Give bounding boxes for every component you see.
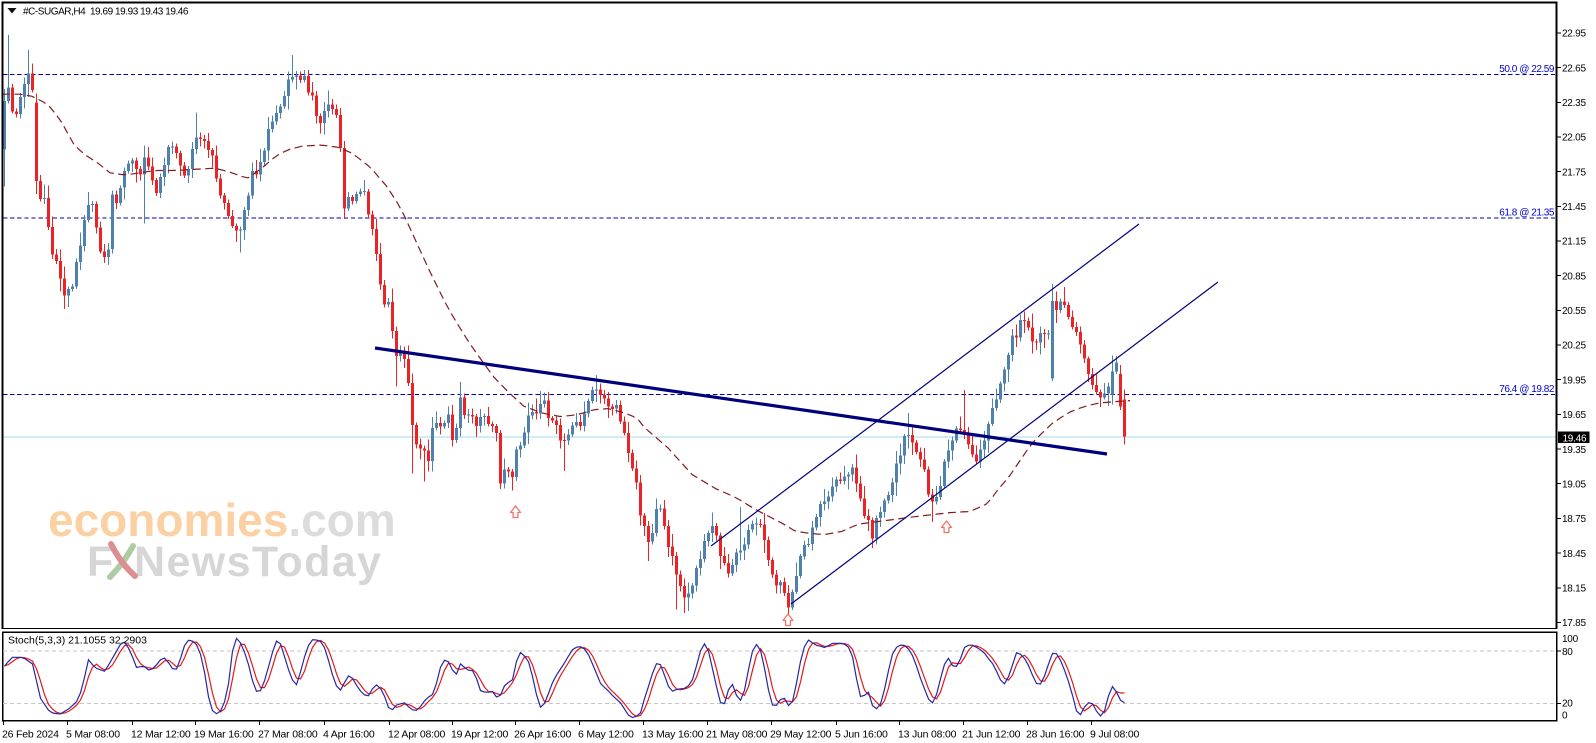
svg-text:19 Mar 16:00: 19 Mar 16:00 bbox=[194, 729, 254, 741]
svg-text:50.0 @ 22.59: 50.0 @ 22.59 bbox=[1499, 64, 1555, 75]
svg-text:61.8 @ 21.35: 61.8 @ 21.35 bbox=[1499, 207, 1555, 218]
svg-text:17.85: 17.85 bbox=[1562, 618, 1586, 629]
svg-text:26 Feb 2024: 26 Feb 2024 bbox=[2, 729, 59, 741]
svg-text:100: 100 bbox=[1562, 634, 1579, 645]
svg-text:economies.com: economies.com bbox=[48, 494, 396, 546]
svg-text:18.15: 18.15 bbox=[1562, 584, 1586, 595]
svg-text:9 Jul 08:00: 9 Jul 08:00 bbox=[1090, 729, 1140, 741]
svg-text:21 May 08:00: 21 May 08:00 bbox=[706, 729, 768, 741]
svg-text:22.65: 22.65 bbox=[1562, 63, 1586, 74]
svg-text:4 Apr 16:00: 4 Apr 16:00 bbox=[323, 729, 375, 741]
svg-text:0: 0 bbox=[1562, 710, 1568, 721]
svg-text:12 Apr 08:00: 12 Apr 08:00 bbox=[388, 729, 446, 741]
svg-text:13 Jun 08:00: 13 Jun 08:00 bbox=[898, 729, 957, 741]
svg-text:29 May 12:00: 29 May 12:00 bbox=[770, 729, 832, 741]
svg-text:80: 80 bbox=[1562, 647, 1573, 658]
svg-text:19.46: 19.46 bbox=[1563, 433, 1587, 444]
svg-text:NewsToday: NewsToday bbox=[134, 538, 382, 586]
svg-text:Stoch(5,3,3) 21.1055 32.2903: Stoch(5,3,3) 21.1055 32.2903 bbox=[8, 635, 147, 647]
svg-text:27 Mar 08:00: 27 Mar 08:00 bbox=[258, 729, 318, 741]
svg-text:21 Jun 12:00: 21 Jun 12:00 bbox=[962, 729, 1021, 741]
svg-text:19.35: 19.35 bbox=[1562, 445, 1586, 456]
svg-text:20.85: 20.85 bbox=[1562, 271, 1586, 282]
svg-text:20.25: 20.25 bbox=[1562, 341, 1586, 352]
svg-text:5 Mar 08:00: 5 Mar 08:00 bbox=[66, 729, 120, 741]
svg-text:12 Mar 12:00: 12 Mar 12:00 bbox=[131, 729, 191, 741]
svg-text:19 Apr 12:00: 19 Apr 12:00 bbox=[451, 729, 509, 741]
svg-text:21.15: 21.15 bbox=[1562, 237, 1586, 248]
svg-text:6 May 12:00: 6 May 12:00 bbox=[578, 729, 634, 741]
svg-text:22.05: 22.05 bbox=[1562, 133, 1586, 144]
svg-text:21.45: 21.45 bbox=[1562, 202, 1586, 213]
svg-text:20.55: 20.55 bbox=[1562, 306, 1586, 317]
svg-text:22.35: 22.35 bbox=[1562, 98, 1586, 109]
svg-text:5 Jun 16:00: 5 Jun 16:00 bbox=[835, 729, 888, 741]
svg-text:28 Jun 16:00: 28 Jun 16:00 bbox=[1026, 729, 1085, 741]
svg-text:21.75: 21.75 bbox=[1562, 167, 1586, 178]
svg-text:18.75: 18.75 bbox=[1562, 514, 1586, 525]
svg-text:#C-SUGAR,H4 19.69 19.93 19.43: #C-SUGAR,H4 19.69 19.93 19.43 19.46 bbox=[23, 7, 189, 18]
svg-text:76.4 @ 19.82: 76.4 @ 19.82 bbox=[1499, 384, 1555, 395]
svg-text:19.65: 19.65 bbox=[1562, 410, 1586, 421]
svg-text:22.95: 22.95 bbox=[1562, 29, 1586, 40]
svg-text:19.95: 19.95 bbox=[1562, 375, 1586, 386]
svg-text:19.05: 19.05 bbox=[1562, 479, 1586, 490]
svg-text:26 Apr 16:00: 26 Apr 16:00 bbox=[514, 729, 572, 741]
svg-text:20: 20 bbox=[1562, 699, 1573, 710]
svg-text:13 May 16:00: 13 May 16:00 bbox=[642, 729, 704, 741]
svg-text:18.45: 18.45 bbox=[1562, 549, 1586, 560]
